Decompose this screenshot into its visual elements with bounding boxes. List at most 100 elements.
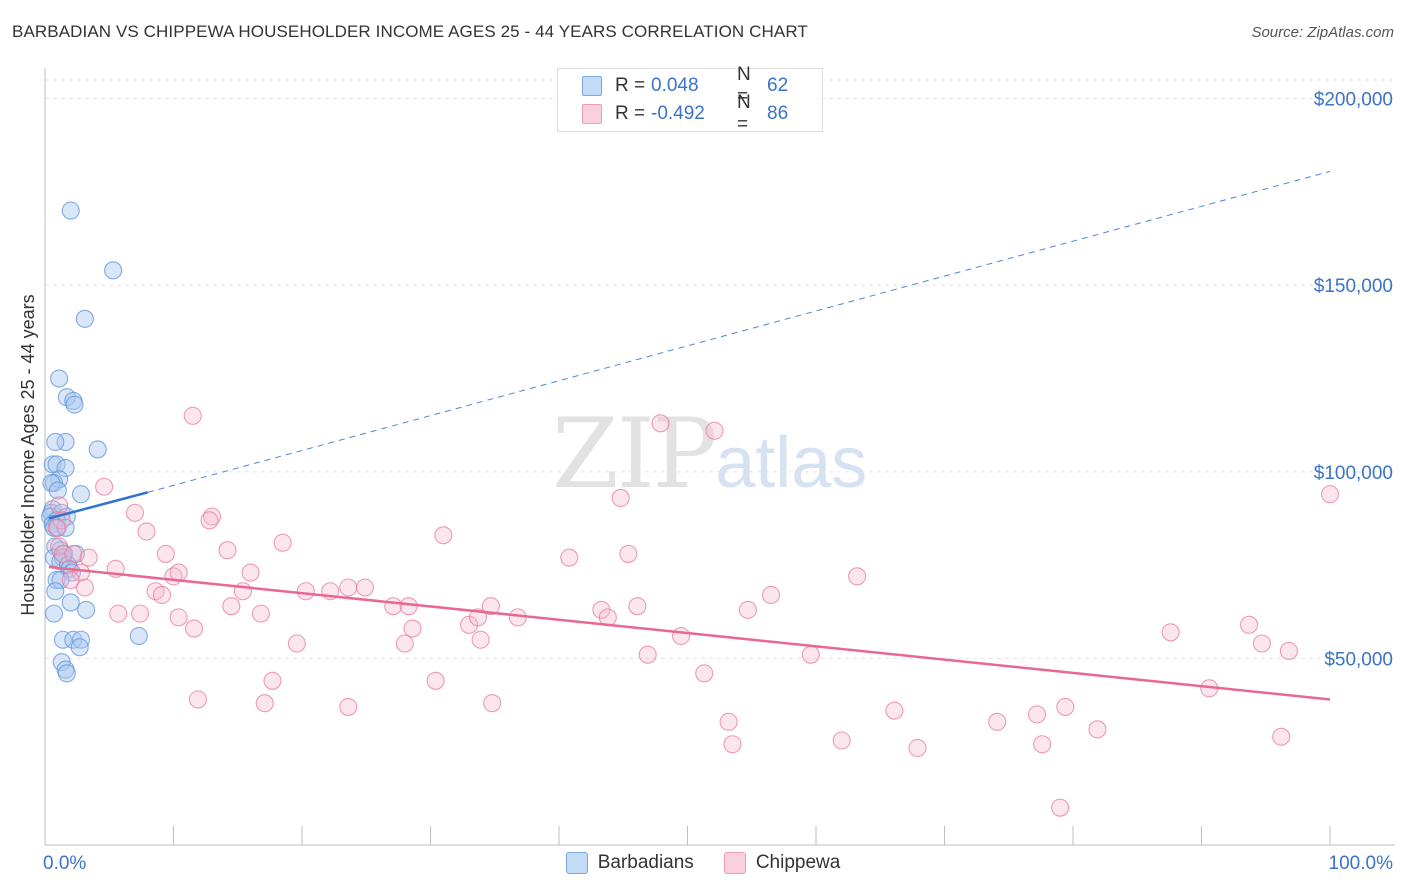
point-chippewa: [1320, 485, 1340, 504]
point-chippewa: [287, 634, 306, 653]
legend-n-label: N =: [737, 64, 751, 107]
point-barbadians: [51, 570, 70, 590]
point-chippewa: [719, 712, 738, 731]
legend-n-value: 86: [767, 103, 789, 124]
point-barbadians: [104, 261, 123, 280]
legend-row-barbadians: R = 0.048 N = 62: [582, 64, 789, 107]
point-chippewa: [222, 597, 241, 616]
point-barbadians: [75, 309, 94, 328]
point-chippewa: [152, 585, 171, 605]
point-chippewa: [156, 544, 175, 563]
point-chippewa: [672, 626, 691, 646]
point-chippewa: [218, 541, 237, 560]
point-chippewa: [241, 563, 260, 582]
point-chippewa: [169, 563, 188, 582]
trend-line-barbadians: [48, 491, 149, 520]
point-chippewa: [273, 533, 292, 552]
point-chippewa: [508, 608, 527, 627]
y-tick-label: $150,000: [1314, 276, 1393, 297]
watermark-atlas: atlas: [715, 423, 868, 503]
y-tick-label: $50,000: [1324, 649, 1393, 670]
point-chippewa: [399, 597, 418, 616]
point-chippewa: [1033, 735, 1052, 754]
point-barbadians: [88, 440, 107, 459]
point-chippewa: [468, 608, 488, 627]
point-chippewa: [403, 619, 422, 638]
point-chippewa: [71, 563, 91, 582]
point-chippewa: [79, 548, 98, 567]
y-tick-label: $100,000: [1314, 463, 1393, 484]
point-chippewa: [1056, 697, 1075, 716]
source-note: Source: ZipAtlas.com: [1251, 24, 1394, 41]
legend-r-label: R =: [615, 75, 646, 96]
series-label-chippewa: Chippewa: [755, 852, 841, 873]
legend-r-label: R =: [615, 103, 646, 124]
point-chippewa: [75, 578, 94, 597]
point-chippewa: [434, 526, 453, 545]
point-barbadians: [70, 638, 89, 657]
point-chippewa: [1252, 634, 1271, 653]
point-barbadians: [46, 432, 65, 452]
series-swatch-barbadians: [565, 852, 588, 874]
trend-line-chippewa: [48, 565, 1331, 701]
point-barbadians: [64, 630, 83, 649]
point-chippewa: [137, 522, 156, 541]
point-barbadians: [48, 481, 67, 500]
point-chippewa: [761, 585, 781, 605]
point-chippewa: [131, 604, 150, 623]
y-axis-label: Householder Income Ages 25 - 44 years: [18, 294, 38, 615]
point-chippewa: [459, 615, 479, 634]
point-barbadians: [46, 582, 65, 601]
point-chippewa: [592, 600, 611, 619]
point-barbadians: [57, 664, 76, 683]
point-chippewa: [619, 544, 638, 563]
point-chippewa: [801, 645, 820, 664]
point-barbadians: [61, 201, 80, 220]
point-chippewa: [1161, 623, 1180, 642]
watermark: ZIPatlas: [552, 398, 867, 510]
legend-r-value: -0.492: [651, 103, 705, 124]
point-chippewa: [1239, 615, 1259, 634]
point-chippewa: [483, 694, 502, 713]
legend-swatch-chippewa: [582, 104, 602, 124]
point-barbadians: [71, 630, 91, 649]
point-chippewa: [705, 421, 724, 440]
point-chippewa: [908, 738, 927, 758]
point-chippewa: [384, 597, 403, 616]
point-chippewa: [296, 582, 315, 601]
point-chippewa: [188, 690, 207, 709]
point-chippewa: [200, 511, 219, 530]
x-tick-label: 0.0%: [43, 853, 86, 874]
series-legend: Barbadians Chippewa: [0, 852, 1406, 874]
point-barbadians: [77, 600, 96, 619]
point-barbadians: [71, 485, 91, 504]
point-chippewa: [651, 414, 670, 433]
point-chippewa: [738, 600, 757, 619]
point-barbadians: [42, 473, 61, 493]
x-tick-label: 100.0%: [1329, 853, 1394, 874]
point-chippewa: [251, 604, 270, 623]
series-swatch-chippewa: [723, 852, 746, 874]
point-barbadians: [50, 369, 69, 388]
y-tick-label: $200,000: [1314, 90, 1393, 111]
trend-extension-barbadians: [147, 170, 1331, 493]
point-chippewa: [185, 619, 204, 638]
point-chippewa: [695, 664, 714, 683]
legend-n-label: N =: [737, 92, 751, 135]
point-chippewa: [53, 544, 73, 563]
point-chippewa: [1272, 727, 1291, 746]
point-chippewa: [611, 488, 630, 508]
point-barbadians: [65, 395, 84, 414]
legend-n-value: 62: [767, 75, 789, 96]
point-barbadians: [61, 593, 80, 612]
point-chippewa: [50, 496, 69, 515]
series-label-barbadians: Barbadians: [597, 852, 694, 873]
point-chippewa: [1027, 705, 1047, 724]
point-chippewa: [832, 731, 851, 750]
legend-r-value: 0.048: [651, 75, 699, 96]
point-chippewa: [183, 406, 202, 425]
point-chippewa: [885, 701, 904, 720]
point-chippewa: [61, 570, 80, 590]
point-chippewa: [1051, 798, 1070, 817]
